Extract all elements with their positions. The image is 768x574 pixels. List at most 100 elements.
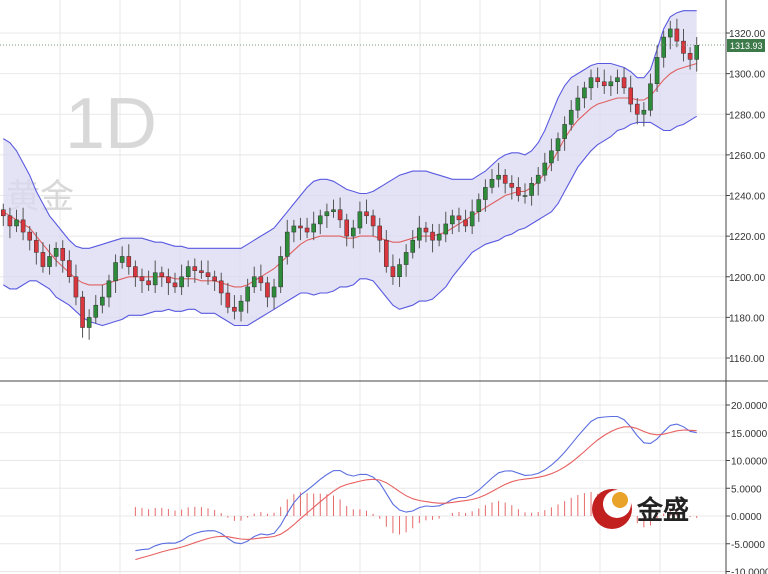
candle-body <box>14 219 19 227</box>
candle-body <box>601 81 607 87</box>
candle-body <box>661 36 666 58</box>
candle-body <box>483 187 488 200</box>
price-tick-label: 1220.00 <box>729 232 766 243</box>
candle-body <box>397 264 402 277</box>
candle-body <box>634 103 640 115</box>
candle-body <box>317 215 323 225</box>
candle-body <box>489 179 495 188</box>
candle-body <box>119 256 125 263</box>
price-tick-label: 1260.00 <box>729 151 766 162</box>
candle-body <box>595 77 600 82</box>
candle-body <box>436 233 442 241</box>
candle-body <box>430 231 435 241</box>
price-tick-label: 1320.00 <box>729 29 766 40</box>
price-tick-label: 1200.00 <box>729 273 766 284</box>
candle-body <box>516 187 521 196</box>
candle-body <box>456 215 462 221</box>
candle-body <box>555 138 561 152</box>
candle-body <box>232 306 237 312</box>
macd-tick-label: 10.0000 <box>731 457 768 468</box>
candle-body <box>60 248 66 261</box>
candle-body <box>588 77 594 89</box>
price-tick-label: 1280.00 <box>729 110 766 121</box>
candle-body <box>265 282 270 298</box>
bollinger-middle-line <box>3 62 697 288</box>
candle-body <box>423 227 429 233</box>
macd-tick-label: -5.0000 <box>731 540 765 551</box>
price-tick-label: 1160.00 <box>729 354 765 365</box>
candle-body <box>450 215 455 225</box>
macd-line <box>135 415 697 552</box>
candle-body <box>615 77 620 82</box>
bollinger-upper-line <box>3 10 697 249</box>
candle-body <box>86 317 92 328</box>
candle-body <box>179 276 184 288</box>
macd-tick-label: 5.0000 <box>731 484 762 495</box>
candle-body <box>443 223 449 235</box>
candle-body <box>562 124 567 139</box>
candle-body <box>245 286 250 302</box>
candle-body <box>251 276 257 288</box>
candle-body <box>192 266 198 271</box>
candle-body <box>502 174 508 184</box>
candle-body <box>370 215 376 227</box>
candle-body <box>410 239 416 253</box>
candle-body <box>509 183 515 188</box>
candle-body <box>47 256 52 267</box>
candle-body <box>152 272 158 286</box>
macd-tick-label: 20.0000 <box>731 401 768 412</box>
macd-tick-label: -10.0000 <box>731 568 768 574</box>
candle-body <box>284 231 290 257</box>
candle-body <box>1 209 6 217</box>
candle-body <box>53 248 59 257</box>
candle-body <box>80 296 85 328</box>
candle-body <box>298 225 303 229</box>
candle-body <box>212 276 217 282</box>
candle-body <box>40 252 46 267</box>
candle-body <box>133 266 138 277</box>
candle-body <box>476 199 482 212</box>
price-axis: 1160.00 1180.00 1200.00 1220.00 1240.00 1260.… <box>726 29 766 365</box>
candle-body <box>106 280 112 298</box>
macd-tick-label: 15.0000 <box>731 429 768 440</box>
candle-body <box>496 174 501 180</box>
candle-body <box>159 272 165 277</box>
candle-body <box>67 260 72 277</box>
candle-body <box>324 211 330 217</box>
macd-axis: 20.0000 15.0000 10.0000 5.0000 0.0000 -5.0000… <box>726 401 768 574</box>
candle-body <box>357 211 363 229</box>
candle-body <box>126 256 132 267</box>
candle-body <box>73 276 79 298</box>
candle-body <box>258 276 264 284</box>
candle-body <box>667 28 673 38</box>
bollinger-lower-line <box>3 115 697 327</box>
candle-body <box>628 87 633 105</box>
candle-body <box>278 256 283 288</box>
candle-body <box>146 280 151 286</box>
candle-body <box>304 227 310 233</box>
candle-body <box>384 239 389 267</box>
candle-body <box>549 150 554 164</box>
bollinger-band-fill <box>3 10 697 326</box>
candle-body <box>377 225 383 241</box>
candle-body <box>621 77 627 89</box>
candle-body <box>113 262 118 282</box>
candle-body <box>542 162 548 176</box>
logo-text: 金盛 <box>636 495 689 526</box>
candle-body <box>344 219 349 237</box>
candle-body <box>674 28 680 42</box>
candle-body <box>694 44 699 60</box>
signal-line <box>135 426 697 561</box>
candle-body <box>529 183 534 196</box>
candle-body <box>648 83 653 111</box>
candle-body <box>93 304 99 318</box>
candle-body <box>364 211 369 217</box>
candle-body <box>291 225 297 233</box>
candle-body <box>185 266 191 277</box>
timeframe-watermark: 1D <box>65 84 157 164</box>
candle-body <box>238 300 244 312</box>
candle-body <box>463 219 468 227</box>
candle-body <box>403 252 409 265</box>
candle-body <box>351 227 356 237</box>
